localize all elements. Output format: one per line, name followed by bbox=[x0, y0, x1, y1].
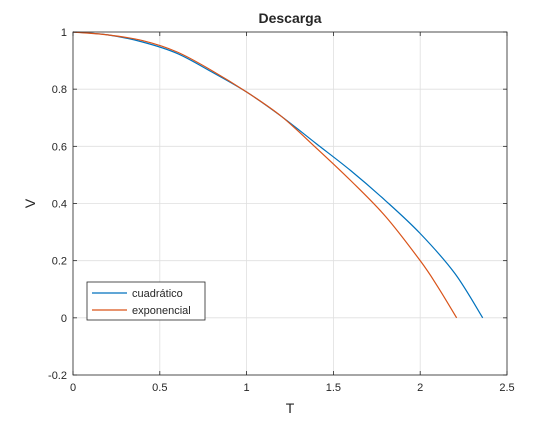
series-line-exponencial bbox=[72, 31, 458, 319]
y-tick-label: 1 bbox=[61, 27, 67, 39]
legend-label-exponencial: exponencial bbox=[132, 305, 191, 317]
y-tick-label: 0.4 bbox=[52, 199, 67, 211]
x-tick-label: 1 bbox=[244, 382, 250, 394]
x-tick-label: 1.5 bbox=[326, 382, 341, 394]
x-tick-label: 2 bbox=[417, 382, 423, 394]
y-tick-label: 0.8 bbox=[52, 84, 67, 96]
legend-box bbox=[86, 281, 206, 321]
chart-title: Descarga bbox=[258, 10, 321, 26]
y-tick-label: 0.2 bbox=[52, 256, 67, 268]
y-tick-label: 0.6 bbox=[52, 141, 67, 153]
series-layer bbox=[72, 31, 484, 319]
x-tick-label: 0 bbox=[70, 382, 76, 394]
x-tick-label: 0.5 bbox=[152, 382, 167, 394]
y-tick-label: -0.2 bbox=[48, 370, 67, 382]
y-tick-label: 0 bbox=[61, 313, 67, 325]
x-axis-label: T bbox=[286, 400, 295, 416]
y-axis-label: V bbox=[22, 198, 38, 208]
tick-layer: 0 0.5 1 1.5 2 2.5-0.200.20.40.60.81 bbox=[48, 27, 515, 394]
legend: cuadrático exponencial bbox=[86, 281, 206, 321]
legend-label-cuadratico: cuadrático bbox=[132, 288, 183, 300]
x-tick-label: 2.5 bbox=[499, 382, 514, 394]
